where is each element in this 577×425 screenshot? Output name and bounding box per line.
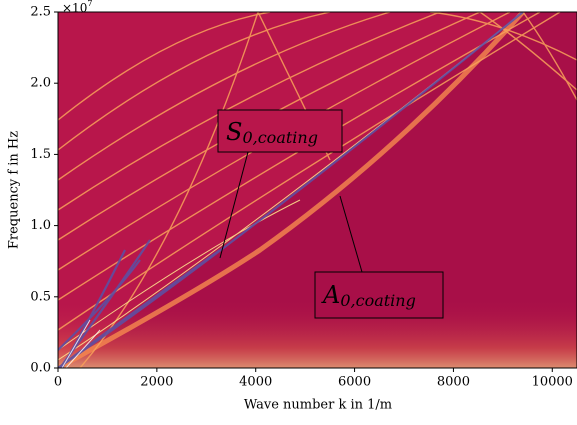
annotation: S0,coating <box>226 118 318 147</box>
y-tick-label: 1.5 <box>30 147 51 162</box>
x-tick-label: 0 <box>54 375 62 390</box>
y-tick-label: 0.5 <box>30 289 51 304</box>
annotation-arrow <box>339 195 363 273</box>
annotation-arrow <box>219 151 249 259</box>
y-offset: ×107 <box>62 0 92 15</box>
x-tick-label: 6000 <box>338 375 371 390</box>
x-tick-label: 4000 <box>239 375 272 390</box>
annotation-text: A <box>321 281 340 309</box>
x-tick-label: 8000 <box>437 375 470 390</box>
y-offset-base: ×10 <box>62 1 87 15</box>
x-tick-label: 2000 <box>140 375 173 390</box>
annotation: A0,coating <box>321 281 416 310</box>
y-axis-label: Frequency f in Hz <box>7 131 22 249</box>
annotation-text: S <box>226 118 242 146</box>
annotation-box <box>217 109 343 153</box>
annotation-subscript: 0,coating <box>340 291 416 310</box>
annotation-subscript: 0,coating <box>242 128 318 147</box>
x-tick-label: 10000 <box>532 375 573 390</box>
y-tick-label: 0.0 <box>30 361 51 376</box>
x-axis-label: Wave number k in 1/m <box>244 398 392 413</box>
y-tick-label: 2.0 <box>30 76 51 91</box>
y-tick-label: 2.5 <box>30 5 51 20</box>
plot-frame <box>57 11 577 369</box>
annotation-box <box>314 271 444 319</box>
y-tick-label: 1.0 <box>30 218 51 233</box>
y-offset-exponent: 7 <box>87 0 92 8</box>
heatmap-image <box>58 12 577 368</box>
